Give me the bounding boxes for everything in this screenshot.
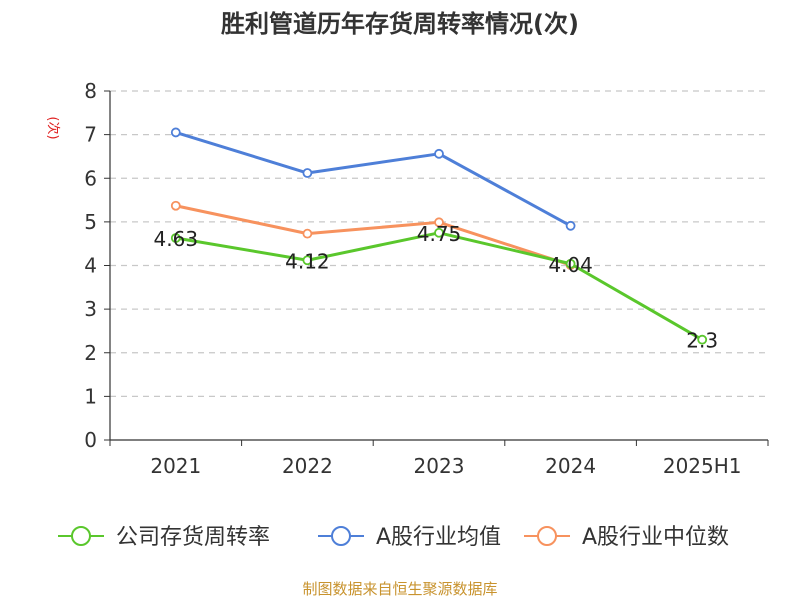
y-axis-label: (次) — [45, 116, 61, 139]
x-tick-label: 2023 — [414, 454, 465, 478]
x-tick-label: 2021 — [150, 454, 201, 478]
source-note: 制图数据来自恒生聚源数据库 — [302, 580, 498, 598]
data-point — [302, 255, 313, 266]
y-tick-label: 5 — [84, 210, 97, 234]
data-label: 4.75 — [417, 222, 462, 246]
legend-swatch-marker — [537, 526, 557, 546]
y-tick-label: 3 — [84, 297, 97, 321]
data-point — [302, 228, 313, 239]
series-line-2 — [175, 204, 572, 267]
data-label: 4.04 — [548, 253, 593, 277]
data-point — [434, 148, 444, 159]
data-point — [302, 168, 313, 178]
x-tick-label: 2022 — [282, 454, 333, 478]
legend-swatch-marker — [71, 526, 91, 546]
y-tick-label: 4 — [84, 254, 97, 278]
y-tick-label: 1 — [84, 384, 97, 408]
data-point — [697, 334, 708, 345]
y-tick-label: 0 — [84, 428, 97, 452]
data-point — [170, 200, 181, 211]
legend-label: A股行业均值 — [376, 525, 501, 550]
y-tick-label: 8 — [84, 79, 97, 103]
legend-label: 公司存货周转率 — [116, 525, 270, 550]
data-point — [565, 220, 576, 231]
y-tick-label: 2 — [84, 341, 97, 365]
series-line-0 — [175, 231, 703, 341]
data-point — [565, 258, 576, 269]
y-tick-label: 6 — [84, 166, 97, 190]
x-tick-label: 2024 — [545, 454, 596, 478]
data-label: 4.63 — [154, 227, 199, 251]
data-point — [170, 127, 181, 138]
data-point — [434, 227, 444, 238]
data-label: 4.12 — [285, 249, 330, 273]
y-tick-label: 7 — [84, 123, 97, 147]
chart-title: 胜利管道历年存货周转率情况(次) — [221, 10, 579, 38]
x-tick-label: 2025H1 — [663, 454, 742, 478]
data-point — [170, 233, 181, 243]
series-line-1 — [175, 131, 572, 228]
legend-swatch-marker — [331, 526, 351, 546]
data-label: 2.3 — [686, 329, 718, 353]
legend-label: A股行业中位数 — [582, 525, 729, 550]
data-point — [434, 217, 444, 228]
